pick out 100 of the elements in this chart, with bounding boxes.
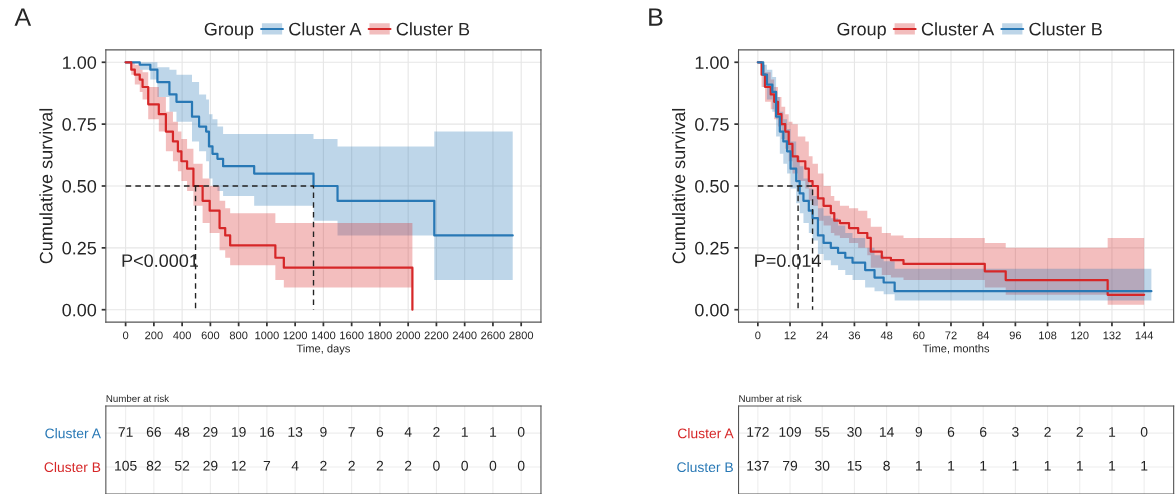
data-label: 0 [1140, 427, 1148, 437]
y-tick-label: 0.25 [62, 241, 97, 255]
x-tick-label: 2200 [424, 331, 449, 340]
data-label: 48 [174, 427, 190, 437]
y-tick-label: 1.00 [63, 56, 97, 69]
data-label: 71 [118, 427, 133, 437]
data-label: 16 [260, 427, 275, 437]
data-label: 29 [203, 427, 218, 437]
x-tick-label: 400 [173, 331, 191, 340]
x-tick-label: 1400 [311, 331, 336, 340]
data-label: 0 [461, 460, 468, 471]
data-label: 0 [489, 460, 497, 471]
x-tick-label: 0 [755, 331, 761, 340]
data-label: 4 [404, 427, 412, 437]
data-label: 2 [348, 460, 355, 471]
data-label: 1 [948, 460, 955, 471]
y-tick-label: 0.00 [695, 303, 729, 317]
data-label: 6 [980, 427, 987, 437]
text: B [649, 8, 663, 26]
data-label: 1 [1109, 460, 1116, 471]
x-tick-label: 12 [784, 331, 796, 340]
y-tick-label: 1.00 [695, 56, 729, 69]
y-tick-label: Cluster A [45, 428, 101, 439]
legend-label: Cluster B [396, 22, 470, 36]
x-tick-label: 24 [816, 331, 829, 340]
x-tick-label: 2400 [452, 331, 477, 340]
data-label: 0 [433, 460, 440, 471]
x-tick-label: 2600 [481, 331, 505, 340]
data-label: 14 [879, 427, 894, 437]
data-label: 6 [376, 427, 384, 437]
data-label: 7 [263, 460, 271, 471]
x-tick-label: 1200 [283, 331, 308, 340]
data-label: 1 [916, 460, 922, 471]
data-label: 3 [1012, 427, 1019, 437]
data-label: 52 [174, 460, 190, 471]
y-tick-label: 0.50 [695, 179, 729, 193]
data-label: 19 [231, 427, 246, 437]
data-label: 66 [146, 427, 161, 437]
x-tick-label: 108 [1039, 331, 1057, 340]
y-tick-label: 0.00 [62, 303, 97, 317]
legend-label: Cluster B [1029, 22, 1102, 36]
data-label: 1 [461, 427, 468, 437]
data-label: 79 [783, 460, 798, 471]
data-label: 1 [1076, 460, 1083, 471]
data-label: 7 [348, 427, 355, 437]
y-tick-label: Cluster B [677, 461, 733, 473]
data-label: 2 [320, 460, 327, 471]
x-tick-label: 120 [1071, 331, 1089, 340]
data-label: 2 [376, 460, 384, 471]
x-tick-label: 36 [848, 331, 861, 340]
data-label: 1 [1044, 460, 1051, 471]
chart-title: Number at risk [739, 394, 802, 402]
x-tick-label: 96 [1009, 331, 1022, 340]
data-label: 137 [747, 460, 769, 471]
data-label: 0 [517, 460, 525, 471]
x-axis-title: Time, months [922, 344, 990, 354]
data-label: 2 [1044, 427, 1051, 437]
x-tick-label: 48 [880, 331, 893, 340]
chart-title: Number at risk [106, 394, 170, 402]
data-label: 13 [288, 427, 303, 437]
data-label: 172 [747, 427, 769, 437]
data-label: 15 [847, 460, 862, 471]
y-tick-label: 0.75 [695, 118, 729, 131]
x-tick-label: 600 [201, 331, 220, 340]
y-tick-label: Cluster B [44, 461, 101, 473]
data-label: 30 [815, 460, 830, 471]
data-label: 0 [517, 427, 525, 437]
data-label: 8 [883, 460, 890, 471]
y-axis-title: Cumulative survival [39, 108, 53, 264]
legend-title: Group [837, 22, 886, 40]
data-label: 1 [490, 427, 497, 437]
y-tick-label: Cluster A [678, 428, 734, 439]
x-tick-label: 1000 [255, 331, 279, 340]
annotation: P=0.014 [755, 254, 821, 268]
x-tick-label: 2000 [396, 331, 421, 340]
data-label: 55 [815, 427, 830, 437]
x-tick-label: 1600 [340, 331, 364, 340]
data-label: 105 [115, 460, 137, 471]
y-tick-label: 0.50 [62, 179, 97, 193]
data-label: 1 [1141, 460, 1148, 471]
data-label: 9 [915, 427, 922, 437]
data-label: 6 [947, 427, 955, 437]
data-label: 1 [1012, 460, 1019, 471]
legend-label: Cluster A [289, 22, 362, 36]
y-tick-label: 0.25 [695, 241, 729, 255]
x-tick-label: 144 [1135, 331, 1154, 340]
x-tick-label: 60 [913, 331, 925, 340]
data-label: 9 [320, 427, 327, 437]
x-tick-label: 800 [229, 331, 248, 340]
y-tick-label: 0.75 [62, 118, 97, 131]
data-label: 1 [980, 460, 987, 471]
x-tick-label: 1800 [368, 331, 392, 340]
data-label: 2 [405, 460, 412, 471]
data-label: 2 [433, 427, 440, 437]
x-axis-title: Time, days [296, 344, 350, 355]
x-tick-label: 0 [122, 331, 129, 340]
data-label: 1 [1109, 427, 1116, 437]
data-label: 12 [231, 460, 246, 471]
data-label: 29 [203, 460, 218, 471]
data-label: 2 [1076, 427, 1083, 437]
